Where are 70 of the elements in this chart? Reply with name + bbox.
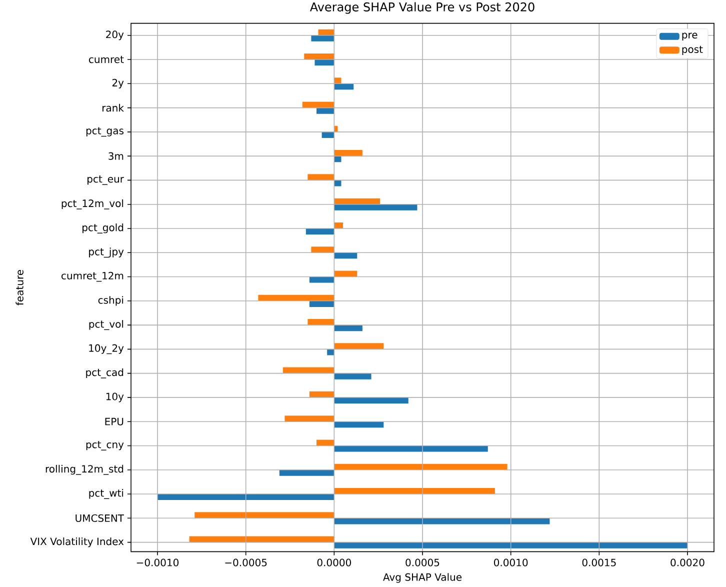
y-tick-label: 10y_2y (89, 344, 124, 354)
bar (282, 367, 334, 374)
bar (189, 536, 334, 542)
y-tick-label: 20y (106, 30, 124, 40)
bar (334, 343, 384, 350)
x-tick-label: 0.0020 (670, 558, 704, 566)
legend-label: post (682, 46, 703, 55)
y-tick-label: cumret (88, 56, 124, 64)
bar (279, 470, 334, 476)
y-tick-label: cumret_12m (62, 272, 124, 282)
bar (194, 512, 334, 518)
legend-label: pre (682, 32, 698, 40)
y-tick-label: pct_cad (86, 368, 124, 378)
bar (308, 319, 334, 326)
x-tick-label: 0.0000 (317, 558, 351, 566)
bar (158, 494, 334, 500)
x-tick-label: 0.0010 (494, 558, 528, 566)
bar (316, 108, 334, 114)
bar (334, 422, 384, 428)
y-tick-label: pct_cny (86, 441, 124, 450)
y-tick-label: EPU (105, 418, 124, 426)
y-tick-label: VIX Volatility Index (30, 537, 124, 548)
bar (316, 440, 334, 446)
bar (334, 446, 488, 452)
bar (334, 542, 688, 548)
bar (314, 60, 334, 66)
x-axis-title: Avg SHAP Value (383, 573, 462, 583)
y-tick-label: UMCSENT (76, 514, 124, 522)
bar (334, 518, 550, 524)
y-tick-label: pct_gold (82, 224, 124, 234)
bar (334, 325, 362, 332)
bar (334, 464, 508, 470)
bar (334, 150, 362, 156)
y-tick-label: 10y (106, 392, 124, 402)
y-tick-label: pct_wti (89, 489, 124, 499)
y-tick-label: pct_jpy (89, 248, 124, 258)
bar (258, 294, 334, 301)
bar (311, 246, 334, 253)
bar (309, 391, 334, 398)
x-tick-label: −0.0005 (225, 558, 267, 566)
bar (306, 228, 334, 235)
x-tick-label: 0.0005 (406, 558, 440, 566)
bar (334, 78, 342, 84)
y-tick-label: 3m (108, 152, 124, 160)
y-tick-label: pct_12m_vol (62, 199, 124, 210)
y-tick-label: pct_gas (86, 127, 124, 137)
bar (334, 373, 372, 380)
bar (327, 349, 334, 356)
bar (309, 276, 334, 283)
y-tick-label: rolling_12m_std (46, 464, 124, 475)
x-tick-label: −0.0010 (136, 558, 179, 566)
y-tick-label: pct_eur (88, 176, 124, 185)
bar (308, 174, 334, 180)
bar (334, 397, 408, 404)
bar (304, 53, 334, 60)
chart-title: Average SHAP Value Pre vs Post 2020 (310, 2, 534, 14)
bar (334, 270, 358, 277)
bar (311, 35, 334, 42)
bar (309, 300, 334, 307)
x-tick-label: 0.0015 (582, 558, 616, 566)
bar (334, 198, 380, 204)
y-tick-label: pct_vol (89, 320, 124, 330)
bar (334, 204, 418, 210)
y-tick-label: cshpi (98, 296, 124, 306)
y-tick-label: rank (102, 104, 124, 112)
bar (334, 488, 495, 494)
bar (302, 102, 334, 108)
y-tick-label: 2y (112, 78, 124, 88)
y-axis-title: feature (16, 270, 24, 306)
bar (284, 416, 334, 422)
